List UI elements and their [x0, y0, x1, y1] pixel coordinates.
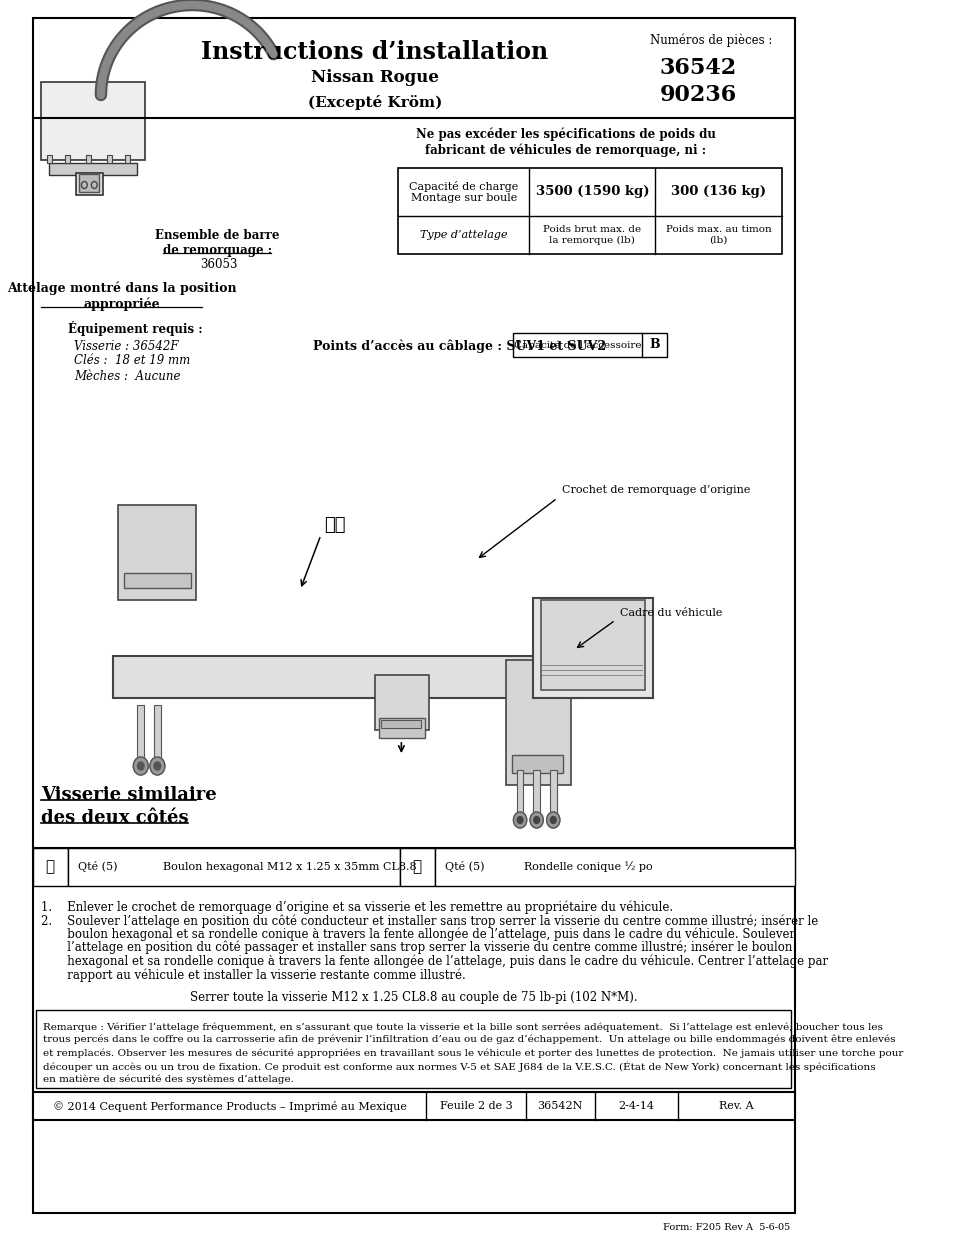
Bar — [65, 156, 71, 163]
Bar — [549, 769, 556, 815]
Text: Type d’attelage: Type d’attelage — [419, 230, 507, 240]
Text: 1.    Enlever le crochet de remorquage d’origine et sa visserie et les remettre : 1. Enlever le crochet de remorquage d’or… — [41, 900, 673, 914]
Text: en matière de sécurité des systèmes d’attelage.: en matière de sécurité des systèmes d’at… — [43, 1074, 294, 1083]
Text: 36542N: 36542N — [537, 1100, 582, 1112]
Text: Nissan Rogue: Nissan Rogue — [311, 68, 438, 85]
Text: 2.    Soulever l’attelage en position du côté conducteur et installer sans trop : 2. Soulever l’attelage en position du cô… — [41, 914, 818, 927]
Text: ②①: ②① — [324, 516, 345, 534]
Text: Feuile 2 de 3: Feuile 2 de 3 — [439, 1100, 512, 1112]
Text: B: B — [649, 338, 659, 352]
Bar — [117, 505, 196, 600]
Bar — [540, 600, 644, 690]
Text: Points d’accès au câblage : SUV1 et SUV2: Points d’accès au câblage : SUV1 et SUV2 — [313, 340, 605, 353]
Bar — [397, 168, 781, 254]
Bar — [32, 1092, 794, 1120]
Bar — [137, 705, 144, 760]
Circle shape — [550, 816, 556, 824]
Bar — [517, 769, 523, 815]
Bar — [47, 156, 51, 163]
Bar — [532, 598, 652, 698]
Text: 3500 (1590 kg): 3500 (1590 kg) — [535, 185, 648, 199]
Text: Capacité de l’accessoire: Capacité de l’accessoire — [513, 341, 640, 350]
Text: Numéros de pièces :: Numéros de pièces : — [650, 33, 772, 47]
Text: Serrer toute la visserie M12 x 1.25 CL8.8 au couple de 75 lb-pi (102 N*M).: Serrer toute la visserie M12 x 1.25 CL8.… — [190, 992, 637, 1004]
Text: Rondelle conique ½ po: Rondelle conique ½ po — [523, 862, 652, 872]
Text: (Excepté Kröm): (Excepté Kröm) — [307, 95, 441, 110]
Bar — [511, 755, 562, 773]
Text: Instructions d’installation: Instructions d’installation — [201, 40, 548, 64]
Text: 90236: 90236 — [659, 84, 737, 106]
Text: hexagonal et sa rondelle conique à travers la fente allongée de l’attelage, puis: hexagonal et sa rondelle conique à trave… — [41, 955, 827, 968]
Bar — [68, 848, 399, 885]
Bar — [505, 659, 570, 785]
Bar — [378, 718, 424, 739]
Bar — [125, 156, 130, 163]
Text: Crochet de remorquage d’origine: Crochet de remorquage d’origine — [561, 485, 749, 495]
Bar — [375, 676, 428, 730]
Text: Qté (5): Qté (5) — [77, 862, 117, 872]
Text: Form: F205 Rev A  5-6-05: Form: F205 Rev A 5-6-05 — [662, 1224, 789, 1233]
Text: et remplacés. Observer les mesures de sécurité appropriées en travaillant sous l: et remplacés. Observer les mesures de sé… — [43, 1049, 902, 1057]
Text: Rev. A: Rev. A — [719, 1100, 753, 1112]
Text: Ne pas excéder les spécifications de poids du
fabricant de véhicules de remorqua: Ne pas excéder les spécifications de poi… — [416, 127, 715, 157]
Text: 36053: 36053 — [200, 258, 237, 272]
Text: des deux côtés: des deux côtés — [41, 809, 189, 827]
Text: © 2014 Cequent Performance Products – Imprimé au Mexique: © 2014 Cequent Performance Products – Im… — [52, 1100, 406, 1112]
Text: Clés :  18 et 19 mm: Clés : 18 et 19 mm — [74, 354, 191, 368]
Text: Poids max. au timon
(lb): Poids max. au timon (lb) — [665, 225, 770, 245]
Bar — [41, 82, 145, 161]
Text: ①: ① — [46, 860, 55, 874]
Text: Cadre du véhicule: Cadre du véhicule — [619, 608, 721, 618]
Bar — [79, 174, 99, 191]
Bar — [32, 848, 68, 885]
Circle shape — [153, 762, 160, 769]
Bar — [107, 156, 112, 163]
Text: Ensemble de barre
de remorquage :: Ensemble de barre de remorquage : — [154, 228, 279, 257]
Text: Capacité de charge
Montage sur boule: Capacité de charge Montage sur boule — [409, 180, 517, 204]
Circle shape — [133, 757, 148, 776]
Bar — [36, 1010, 791, 1088]
Text: Visserie : 36542F: Visserie : 36542F — [74, 340, 179, 352]
Circle shape — [530, 811, 543, 827]
Bar — [76, 173, 103, 195]
Bar — [533, 769, 539, 815]
Text: Mèches :  Aucune: Mèches : Aucune — [74, 369, 181, 383]
Text: Visserie similaire: Visserie similaire — [41, 785, 216, 804]
Bar — [399, 848, 435, 885]
Text: Équipement requis :: Équipement requis : — [68, 321, 202, 336]
Text: boulon hexagonal et sa rondelle conique à travers la fente allongée de l’attelag: boulon hexagonal et sa rondelle conique … — [41, 927, 795, 941]
Text: 36542: 36542 — [659, 57, 737, 79]
Text: ②: ② — [412, 860, 421, 874]
Text: 300 (136 kg): 300 (136 kg) — [670, 185, 765, 199]
Text: découper un accès ou un trou de fixation. Ce produit est conforme aux normes V-5: découper un accès ou un trou de fixation… — [43, 1061, 875, 1072]
Circle shape — [517, 816, 522, 824]
Bar — [113, 656, 581, 698]
Text: Qté (5): Qté (5) — [444, 862, 483, 872]
Text: Poids brut max. de
la remorque (lb): Poids brut max. de la remorque (lb) — [542, 225, 640, 245]
Text: 2-4-14: 2-4-14 — [618, 1100, 654, 1112]
Bar — [153, 705, 160, 760]
Text: l’attelage en position du côté passager et installer sans trop serrer la visseri: l’attelage en position du côté passager … — [41, 941, 792, 955]
Bar — [124, 573, 191, 588]
Circle shape — [137, 762, 144, 769]
Text: trous percés dans le coffre ou la carrosserie afin de prévenir l’infiltration d’: trous percés dans le coffre ou la carros… — [43, 1035, 895, 1045]
Circle shape — [533, 816, 539, 824]
Circle shape — [513, 811, 526, 827]
Circle shape — [546, 811, 559, 827]
Text: rapport au véhicule et installer la visserie restante comme illustré.: rapport au véhicule et installer la viss… — [41, 968, 465, 982]
Text: Boulon hexagonal M12 x 1.25 x 35mm CL8.8: Boulon hexagonal M12 x 1.25 x 35mm CL8.8 — [163, 862, 416, 872]
Text: Remarque : Vérifier l’attelage fréquemment, en s’assurant que toute la visserie : Remarque : Vérifier l’attelage fréquemme… — [43, 1023, 882, 1031]
Bar — [86, 156, 91, 163]
Text: Attelage montré dans la position
appropriée: Attelage montré dans la position appropr… — [7, 282, 236, 310]
Circle shape — [150, 757, 165, 776]
Bar — [381, 720, 421, 727]
Bar — [50, 163, 136, 175]
Bar — [513, 333, 666, 357]
Bar — [435, 848, 794, 885]
